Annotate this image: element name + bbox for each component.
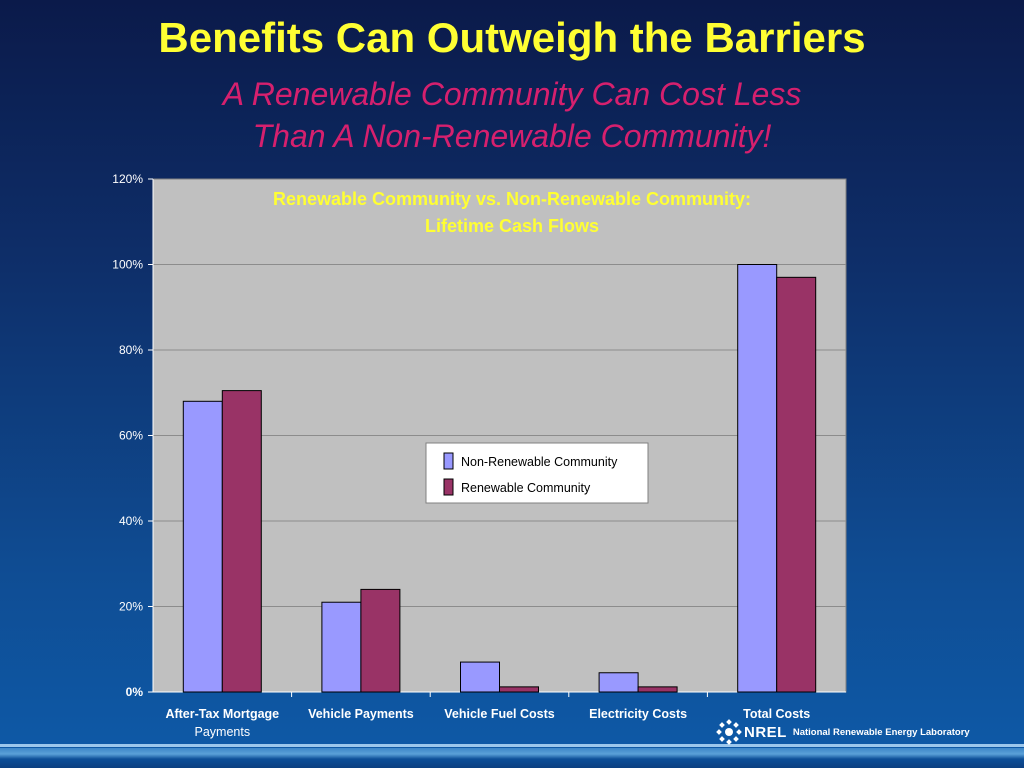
y-tick-label: 100% [112, 258, 143, 272]
chart-title-line: Lifetime Cash Flows [425, 216, 599, 236]
x-tick-label: Total Costs [743, 707, 810, 721]
bar-non-renewable-1 [321, 601, 362, 693]
bar-renewable-1 [360, 588, 401, 693]
footer-bar [0, 748, 1024, 768]
y-tick-label: 80% [119, 343, 143, 357]
legend-label: Renewable Community [461, 481, 591, 495]
bar-renewable-3 [637, 686, 678, 693]
footer-divider [0, 744, 1024, 747]
bar-renewable-4 [776, 276, 817, 693]
y-tick-label: 60% [119, 429, 143, 443]
logo-organization: National Renewable Energy Laboratory [792, 726, 970, 738]
x-tick-label: Electricity Costs [589, 707, 687, 721]
legend [425, 442, 649, 504]
slide-subtitle-line1: A Renewable Community Can Cost Less [222, 76, 802, 112]
x-tick-label: Vehicle Payments [308, 707, 414, 721]
y-tick-label: 40% [119, 514, 143, 528]
logo-wordmark: NREL [744, 723, 787, 741]
legend-label: Non-Renewable Community [461, 455, 618, 469]
bar-non-renewable-0 [182, 400, 223, 693]
y-tick-label: 120% [112, 172, 143, 186]
nrel-sun-icon [716, 719, 742, 745]
x-tick-label: Payments [195, 725, 251, 739]
chart-title-line: Renewable Community vs. Non-Renewable Co… [273, 189, 751, 209]
y-tick-label: 0% [126, 685, 144, 699]
x-tick-label: After-Tax Mortgage [165, 707, 279, 721]
slide-subtitle-line2: Than A Non-Renewable Community! [252, 118, 772, 154]
bar-non-renewable-3 [598, 672, 639, 693]
bar-renewable-2 [499, 686, 539, 693]
legend-swatch [443, 452, 454, 470]
y-tick-label: 20% [119, 600, 143, 614]
bar-non-renewable-4 [737, 264, 778, 693]
nrel-logo: NREL National Renewable Energy Laborator… [716, 718, 970, 746]
bar-renewable-0 [221, 390, 262, 693]
slide-title: Benefits Can Outweigh the Barriers [158, 14, 866, 61]
legend-swatch [443, 478, 454, 496]
x-tick-label: Vehicle Fuel Costs [444, 707, 555, 721]
bar-non-renewable-2 [460, 661, 500, 693]
